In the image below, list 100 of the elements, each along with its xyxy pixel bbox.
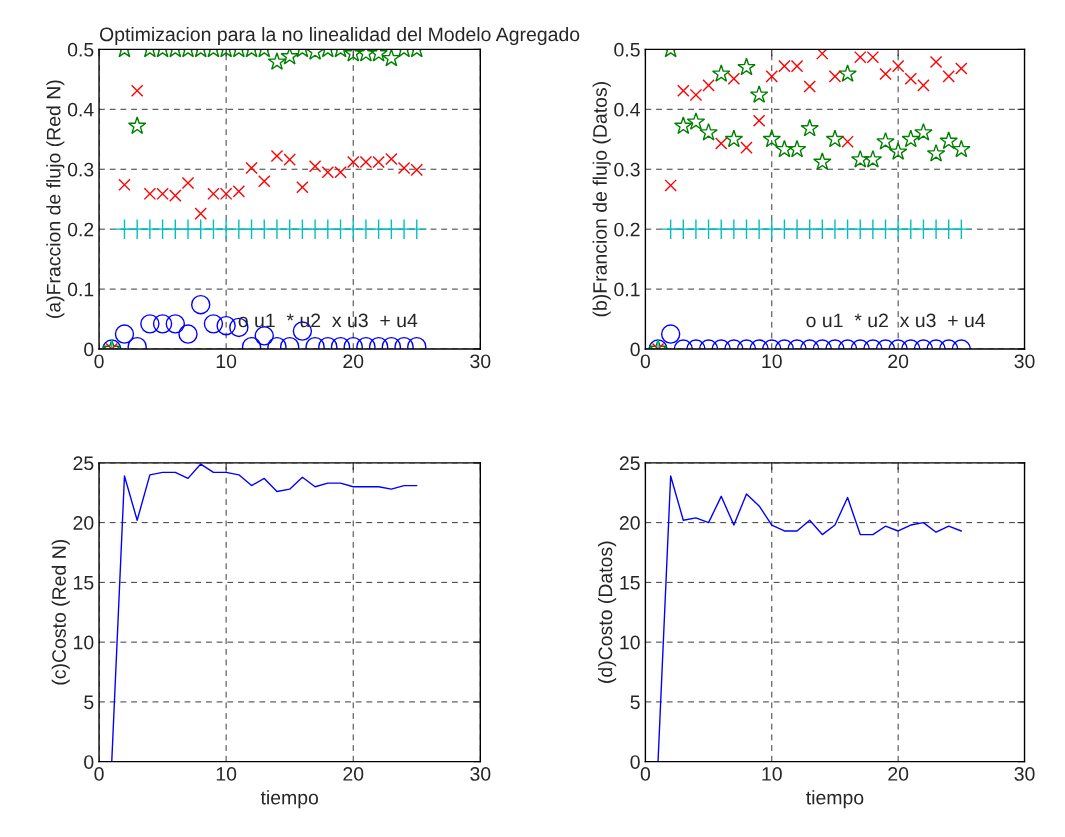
- x-tick-label: 0: [94, 354, 104, 369]
- point: [803, 80, 816, 93]
- point: [955, 62, 968, 75]
- y-tick-label: 10: [74, 635, 94, 650]
- point: [952, 139, 971, 158]
- y-tick-label: 0.2: [67, 222, 94, 237]
- y-tick-label: 0: [84, 342, 94, 357]
- y-tick-label: 25: [619, 456, 640, 471]
- y-tick-label: 0: [84, 755, 94, 769]
- line-series: [111, 463, 418, 762]
- point: [181, 176, 195, 190]
- point: [674, 116, 693, 135]
- x-tick-label: 30: [1014, 767, 1035, 781]
- point: [816, 49, 829, 60]
- y-tick-label: 0.1: [614, 282, 640, 297]
- point: [699, 122, 718, 141]
- point: [194, 207, 207, 220]
- y-tick-label: 25: [73, 456, 94, 471]
- y-tick-label: 0.2: [614, 222, 640, 237]
- point: [876, 131, 895, 150]
- point: [929, 55, 943, 69]
- x-axis-title: tiempo: [260, 790, 319, 809]
- point: [118, 178, 131, 192]
- x-tick-label: 20: [343, 354, 364, 369]
- x-tick-label: 20: [343, 767, 364, 781]
- x-tick-label: 10: [762, 767, 782, 781]
- y-tick-label: 0: [630, 342, 640, 357]
- y-tick-label: 0.3: [614, 162, 640, 177]
- y-axis-title: (d)Costo (Datos): [598, 541, 617, 683]
- point: [740, 141, 753, 154]
- point: [737, 57, 756, 76]
- point: [270, 149, 284, 163]
- x-tick-label: 10: [216, 767, 237, 781]
- point: [828, 70, 842, 83]
- y-tick-label: 0: [630, 755, 640, 769]
- point: [891, 59, 905, 73]
- y-axis-title: (b)Francion de flujo (Datos): [592, 82, 611, 317]
- y-tick-label: 0.4: [67, 102, 94, 117]
- x-tick-label: 10: [216, 354, 237, 369]
- line-series: [657, 475, 963, 762]
- point: [926, 143, 946, 162]
- y-tick-label: 15: [620, 576, 640, 590]
- point: [787, 139, 807, 158]
- y-tick-label: 0.5: [67, 42, 94, 57]
- point: [841, 135, 854, 148]
- point: [904, 72, 918, 85]
- point: [765, 70, 779, 83]
- point: [283, 153, 296, 166]
- point: [689, 88, 703, 102]
- point: [939, 131, 958, 150]
- x-tick-label: 0: [640, 767, 651, 781]
- point: [838, 64, 857, 82]
- y-tick-label: 10: [620, 635, 640, 650]
- point: [702, 79, 715, 92]
- y-tick-label: 15: [74, 576, 94, 590]
- point: [245, 161, 258, 175]
- x-axis-title: tiempo: [806, 790, 864, 809]
- point: [917, 79, 930, 92]
- y-tick-label: 0.4: [614, 102, 640, 117]
- x-tick-label: 10: [762, 354, 782, 369]
- point: [813, 152, 832, 171]
- point: [762, 129, 782, 148]
- y-axis-title: (a)Fraccion de flujo (Red N): [46, 80, 65, 318]
- point: [686, 112, 706, 130]
- point: [385, 152, 398, 166]
- point: [800, 118, 819, 137]
- point: [888, 142, 908, 160]
- point: [775, 139, 794, 158]
- point: [879, 67, 892, 81]
- y-tick-label: 0.3: [67, 162, 94, 177]
- y-tick-label: 0.1: [67, 282, 94, 297]
- point: [677, 84, 690, 97]
- point: [914, 122, 933, 141]
- y-tick-label: 20: [73, 516, 94, 530]
- chart-title: Optimizacion para la no linealidad del Modelo Agregado: [99, 26, 580, 46]
- point: [711, 64, 731, 82]
- point: [901, 129, 921, 148]
- point: [752, 114, 766, 127]
- point: [942, 70, 955, 83]
- point: [258, 174, 271, 188]
- annotation: o u1 * u2 x u3 + u4: [806, 313, 986, 328]
- y-axis-title: (c)Costo (Red N): [51, 540, 70, 685]
- x-tick-label: 30: [1014, 354, 1035, 369]
- x-tick-label: 0: [640, 354, 651, 369]
- y-tick-label: 5: [84, 695, 94, 710]
- point: [308, 159, 322, 173]
- x-tick-label: 20: [888, 354, 909, 369]
- point: [727, 72, 741, 85]
- x-tick-label: 0: [94, 767, 104, 781]
- x-tick-label: 20: [888, 767, 909, 781]
- point: [664, 179, 677, 192]
- point: [714, 137, 728, 150]
- x-tick-label: 30: [470, 354, 491, 369]
- point: [296, 180, 309, 194]
- y-tick-label: 0.5: [614, 42, 640, 57]
- point: [863, 149, 883, 168]
- point: [406, 218, 428, 240]
- point: [724, 129, 744, 148]
- y-tick-label: 5: [630, 695, 640, 710]
- x-tick-label: 30: [470, 767, 491, 781]
